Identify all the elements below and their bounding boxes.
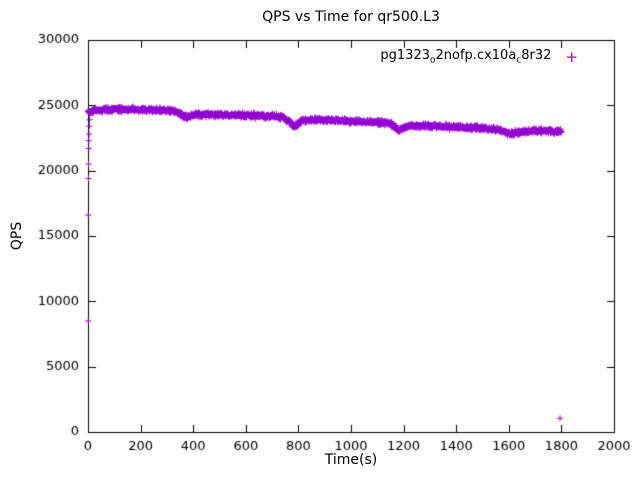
y-axis-label: QPS [9, 221, 25, 251]
x-axis-label: Time(s) [324, 452, 378, 468]
plus-marker-icon: + [565, 47, 578, 66]
chart-title: QPS vs Time for qr500.L3 [262, 9, 440, 25]
legend: pg1323o2nofp.cx10ac8r32 + [380, 48, 578, 66]
legend-series-label: pg1323o2nofp.cx10ac8r32 [380, 48, 552, 66]
